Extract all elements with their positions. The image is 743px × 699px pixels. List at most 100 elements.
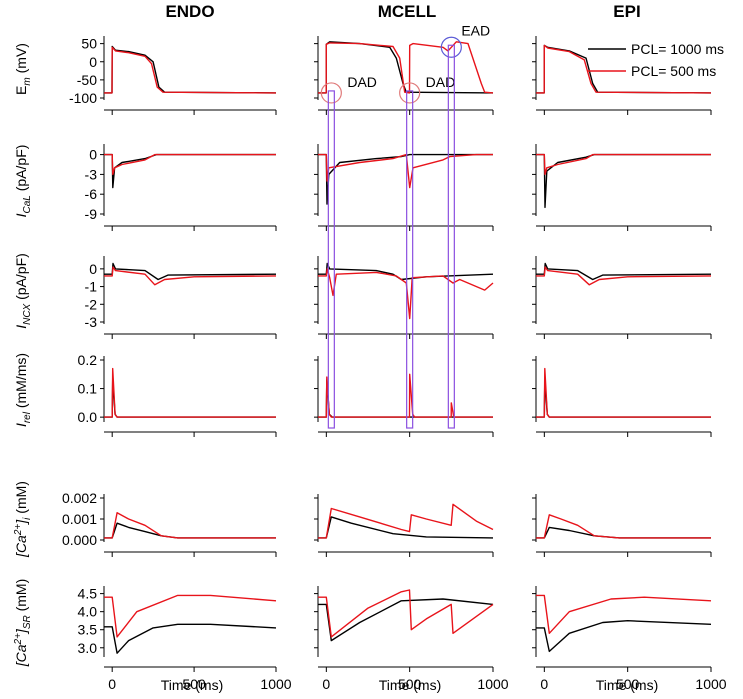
y-tick-label: 4.0 [78, 604, 98, 620]
series-line-pcl1000 [318, 516, 494, 539]
series-line-pcl500 [536, 367, 711, 418]
annotation-label-dad: DAD [347, 74, 377, 90]
series-line-pcl500 [536, 153, 711, 176]
y-tick-label: -100 [69, 90, 97, 106]
panel-mcell-ical [314, 144, 494, 231]
series-line-pcl1000 [104, 623, 277, 654]
x-tick-label: 0 [540, 676, 548, 692]
annotation-band [447, 44, 455, 429]
y-tick-label: 0 [89, 54, 97, 70]
ylabel-irel: Irel (mM/ms) [13, 353, 33, 427]
series-line-pcl500 [318, 268, 494, 320]
y-tick-label: 4.5 [78, 586, 98, 602]
x-tick-label: 1000 [260, 676, 291, 692]
series-line-pcl500 [318, 373, 493, 418]
y-tick-label: -3 [85, 166, 98, 182]
panel-mcell-incx [314, 256, 494, 339]
annotation-label-ead: EAD [461, 22, 490, 38]
column-titles: ENDO MCELL EPI [165, 2, 640, 21]
y-tick-label: -1 [85, 279, 98, 295]
panel-epi-incx [532, 256, 712, 339]
annotation-circle-dad [320, 82, 342, 104]
series-line-pcl1000 [318, 262, 494, 281]
series-line-pcl500 [318, 41, 494, 94]
x-axis-title-epi: Time (ms) [596, 677, 658, 693]
series-line-pcl500 [318, 503, 494, 539]
series-line-pcl500 [318, 589, 494, 638]
column-title-epi: EPI [613, 2, 640, 21]
x-tick-label: 0 [322, 676, 330, 692]
legend: PCL= 1000 ms PCL= 500 ms [588, 41, 724, 79]
panel-epi-irel [532, 356, 712, 437]
ylabel-casr: [Ca2+]SR (mM) [13, 579, 33, 668]
series-line-pcl1000 [536, 620, 712, 653]
x-tick-label: 500 [182, 676, 206, 692]
x-tick-label: 1000 [477, 676, 508, 692]
y-tick-label: 0.002 [62, 490, 97, 506]
ylabel-ical: ICaL (pA/pF) [13, 145, 33, 218]
series-line-pcl500 [104, 266, 277, 286]
y-tick-label: 3.5 [78, 622, 98, 638]
ylabel-em: Em (mV) [13, 43, 33, 95]
y-tick-label: -50 [77, 72, 97, 88]
panel-mcell-irel [314, 356, 494, 437]
y-tick-label: 0.000 [62, 532, 97, 548]
panel-mcell-cai [314, 494, 494, 557]
x-axis-labels: Time (ms) Time (ms) Time (ms) [161, 677, 658, 693]
series-line-pcl500 [104, 153, 276, 176]
annotation-overlay: DAD DAD EAD [320, 22, 490, 429]
panel-endo-em: 50 0 -50 -100 [69, 36, 277, 115]
row-ylabels: Em (mV) ICaL (pA/pF) INCX (pA/pF) Irel (mM/… [13, 43, 33, 667]
y-tick-label: 0.2 [78, 352, 98, 368]
y-tick-label: 0.1 [78, 381, 98, 397]
annotation-band [406, 90, 414, 429]
panel-endo-casr: 4.5 4.0 3.5 3.0 0 500 1000 [78, 586, 292, 692]
series-line-pcl500 [104, 512, 276, 539]
y-tick-label: 0.0 [78, 409, 98, 425]
y-tick-label: 50 [81, 36, 97, 52]
series-line-pcl1000 [104, 153, 276, 189]
x-tick-label: 1000 [695, 676, 726, 692]
series-line-pcl1000 [536, 379, 711, 418]
annotation-circle-dad [399, 82, 421, 104]
panel-mcell-casr: 0 500 1000 [314, 586, 509, 692]
panel-epi-casr: 0 500 1000 [532, 586, 727, 692]
x-tick-label: 500 [616, 676, 640, 692]
y-tick-label: 3.0 [78, 640, 98, 656]
y-tick-label: -6 [85, 186, 98, 202]
y-tick-label: 0 [89, 147, 97, 163]
ylabel-cai: [Ca2+]i (mM) [13, 481, 33, 558]
panel-grid: 500-50-1000-3-6-90-1-2-30.20.10.00.0020.… [62, 36, 727, 692]
panel-endo-irel: 0.2 0.1 0.0 [78, 352, 277, 437]
series-line-pcl500 [104, 46, 277, 94]
series-line-pcl1000 [536, 153, 711, 209]
y-tick-label: -3 [85, 314, 98, 330]
series-line-pcl500 [104, 367, 276, 418]
ylabel-incx: INCX (pA/pF) [13, 253, 33, 329]
legend-label-pcl1000: PCL= 1000 ms [631, 41, 724, 57]
panel-mcell-em [314, 36, 494, 115]
y-tick-label: 0 [89, 261, 97, 277]
series-line-pcl500 [536, 514, 711, 539]
series-line-pcl1000 [104, 522, 276, 539]
series-line-pcl1000 [318, 598, 494, 642]
series-line-pcl500 [536, 594, 712, 634]
series-line-pcl500 [318, 153, 493, 189]
panel-epi-em [532, 36, 712, 115]
x-axis-title-endo: Time (ms) [161, 677, 223, 693]
y-tick-label: -9 [85, 206, 98, 222]
series-line-pcl500 [536, 44, 712, 94]
panel-epi-cai [532, 494, 712, 557]
series-line-pcl1000 [318, 379, 493, 418]
x-tick-label: 500 [398, 676, 422, 692]
panel-endo-ical: 0 -3 -6 -9 [85, 144, 277, 231]
x-tick-label: 0 [108, 676, 116, 692]
series-line-pcl500 [104, 594, 277, 638]
annotation-circle-ead [440, 36, 462, 58]
panel-endo-cai: 0.002 0.001 0.000 [62, 490, 277, 557]
y-tick-label: -2 [85, 296, 98, 312]
series-line-pcl1000 [536, 526, 711, 539]
series-line-pcl1000 [318, 153, 493, 205]
panel-epi-ical [532, 144, 712, 231]
